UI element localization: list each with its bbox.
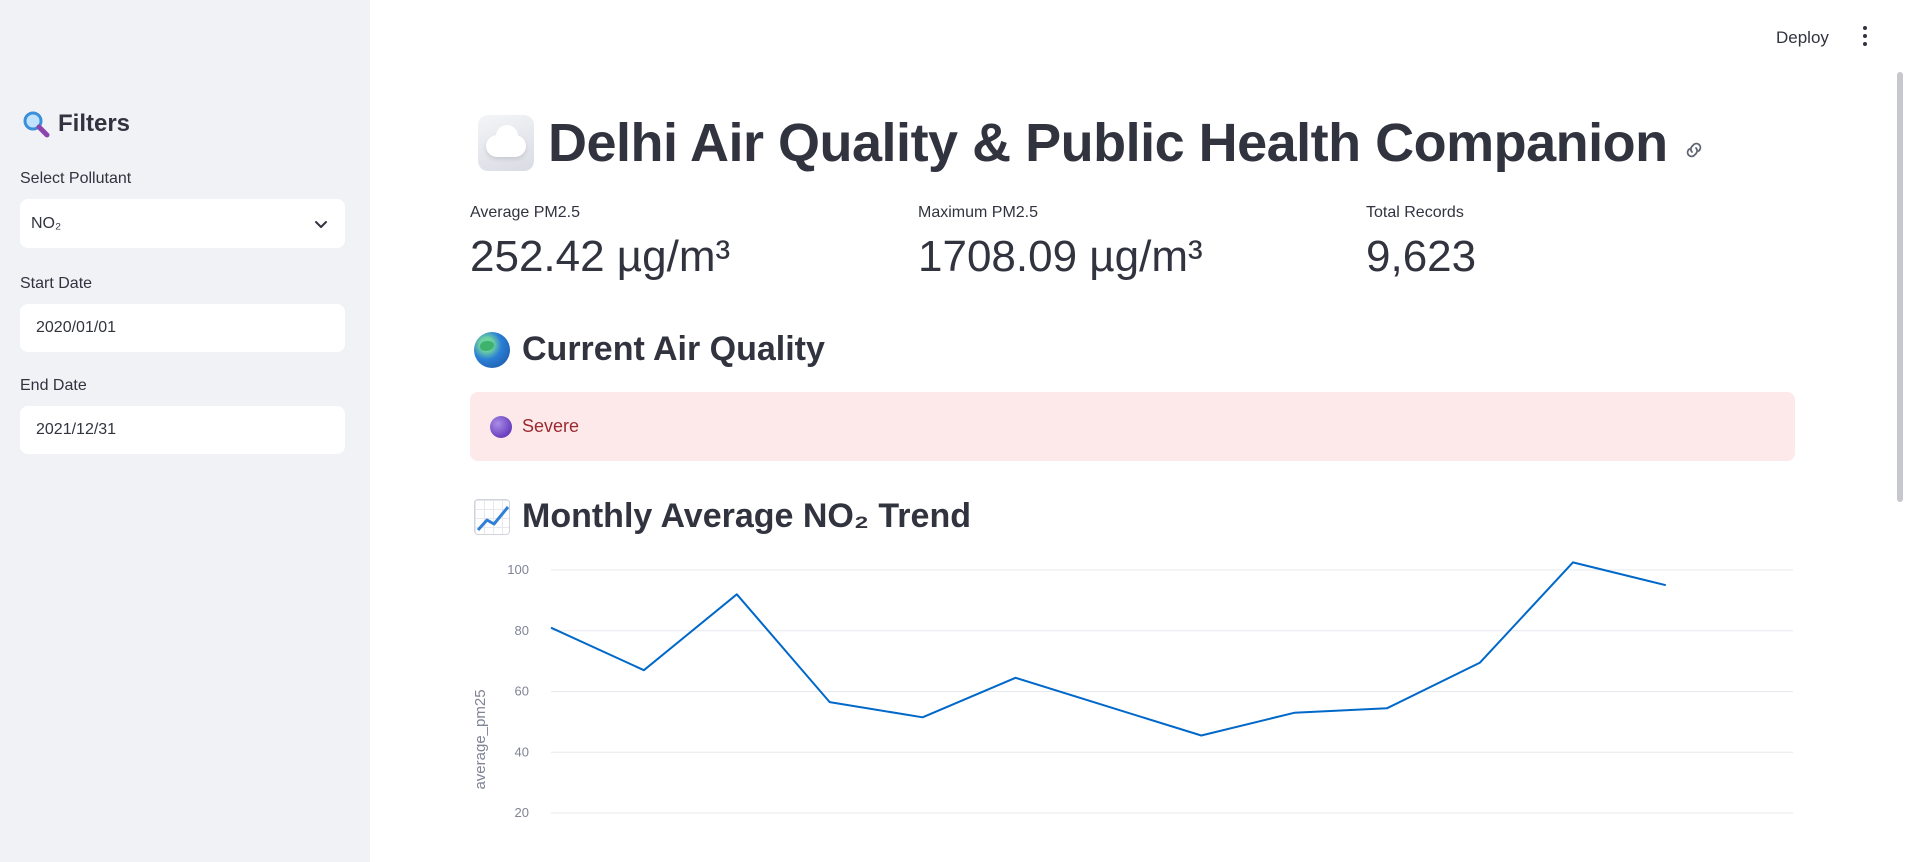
- metric-label: Average PM2.5: [470, 204, 580, 221]
- trend-heading-text: Monthly Average NO₂ Trend: [522, 497, 971, 535]
- pollutant-select[interactable]: NO₂: [20, 199, 345, 248]
- y-axis-label: average_pm25: [472, 689, 489, 789]
- chevron-down-icon: [315, 220, 327, 228]
- metric-label: Total Records: [1366, 204, 1464, 221]
- status-alert: Severe: [470, 392, 1795, 461]
- kebab-dot-icon: [1863, 34, 1867, 38]
- y-tick-label: 60: [515, 684, 529, 699]
- metric-value: 252.42 µg/m³: [470, 232, 731, 281]
- end-date-input[interactable]: 2021/12/31: [20, 406, 345, 454]
- pollutant-label: Select Pollutant: [20, 170, 132, 187]
- page-title: Delhi Air Quality & Public Health Compan…: [478, 112, 1706, 174]
- globe-icon: [474, 331, 510, 368]
- current-air-quality-heading-text: Current Air Quality: [522, 330, 825, 368]
- start-date-input[interactable]: 2020/01/01: [20, 304, 345, 352]
- sidebar-title: Filters: [22, 110, 130, 138]
- chart-increasing-icon: [474, 498, 510, 535]
- y-tick-label: 100: [507, 562, 529, 577]
- page-title-text: Delhi Air Quality & Public Health Compan…: [548, 113, 1668, 173]
- y-tick-label: 80: [515, 623, 529, 638]
- trend-chart-svg: 20 40 60 80 100 average_pm25: [472, 561, 1793, 820]
- y-tick-label: 40: [515, 744, 529, 759]
- end-date-label: End Date: [20, 377, 87, 394]
- kebab-dot-icon: [1863, 42, 1867, 46]
- trend-heading: Monthly Average NO₂ Trend: [474, 497, 971, 536]
- current-air-quality-heading: Current Air Quality: [474, 330, 825, 369]
- cloud-icon: [478, 115, 534, 171]
- trend-chart: 20 40 60 80 100 average_pm25: [470, 550, 1795, 862]
- purple-circle-icon: [490, 415, 512, 438]
- metric-maximum-pm25: Maximum PM2.5 1708.09 µg/m³: [918, 204, 1203, 282]
- deploy-button[interactable]: Deploy: [1776, 28, 1829, 47]
- pollutant-select-value: NO₂: [31, 214, 62, 232]
- sidebar-title-text: Filters: [58, 110, 131, 137]
- y-tick-label: 20: [515, 805, 529, 820]
- main-menu-button[interactable]: [1855, 22, 1875, 50]
- scrollbar-thumb[interactable]: [1897, 72, 1903, 502]
- metric-label: Maximum PM2.5: [918, 204, 1039, 221]
- start-date-label: Start Date: [20, 275, 93, 292]
- magnifier-icon: [23, 111, 50, 138]
- status-text: Severe: [522, 416, 580, 436]
- kebab-dot-icon: [1863, 26, 1867, 30]
- series-line: [550, 561, 1667, 737]
- sidebar: Filters Select Pollutant NO₂ Start Date …: [0, 0, 370, 862]
- metric-average-pm25: Average PM2.5 252.42 µg/m³: [470, 204, 730, 282]
- link-icon[interactable]: [1682, 138, 1706, 162]
- metric-value: 9,623: [1366, 232, 1477, 281]
- metric-value: 1708.09 µg/m³: [918, 232, 1203, 281]
- metric-total-records: Total Records 9,623: [1366, 204, 1476, 282]
